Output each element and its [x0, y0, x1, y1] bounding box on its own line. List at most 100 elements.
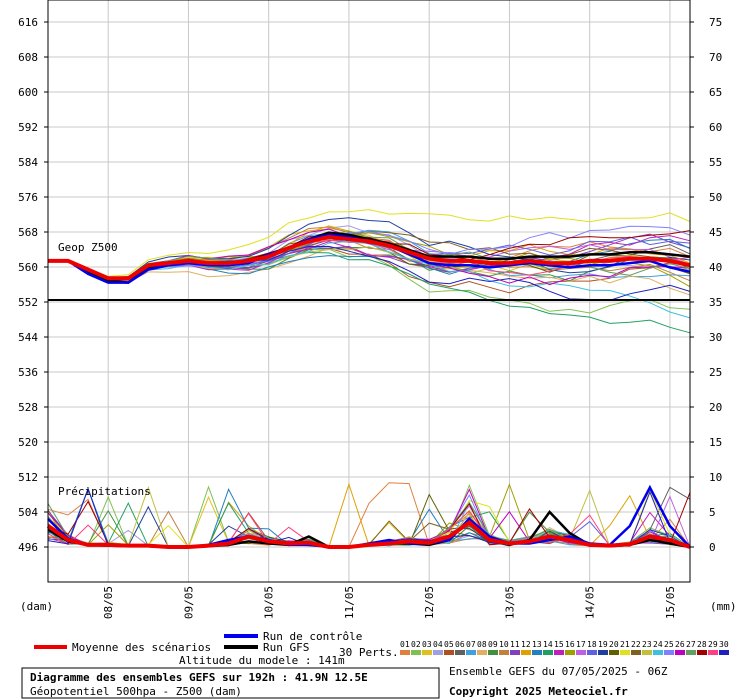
left-tick-label: 528	[18, 401, 38, 414]
perturbation-legend-swatch	[653, 650, 663, 655]
precip-label: Précipitations	[58, 485, 151, 498]
left-tick-label: 504	[18, 506, 38, 519]
perturbation-legend-id: 19	[598, 640, 608, 649]
perturbation-legend-id: 08	[477, 640, 487, 649]
perturbation-z500-line-21	[47, 209, 691, 277]
right-tick-label: 60	[709, 121, 722, 134]
perturbation-legend-id: 23	[642, 640, 652, 649]
left-tick-label: 568	[18, 226, 38, 239]
perturbation-legend-id: 07	[466, 640, 476, 649]
right-tick-label: 55	[709, 156, 722, 169]
left-tick-label: 608	[18, 51, 38, 64]
perturbation-legend-id: 02	[411, 640, 421, 649]
altitude-text: Altitude du modele : 141m	[179, 654, 345, 667]
x-tick-label: 10/05	[263, 586, 276, 619]
perturbation-legend-swatch	[708, 650, 718, 655]
right-unit-label: (mm)	[710, 600, 737, 613]
left-tick-label: 600	[18, 86, 38, 99]
mean-z500-line	[48, 234, 691, 281]
perturbation-legend-id: 09	[488, 640, 498, 649]
perturbation-legend-id: 26	[675, 640, 685, 649]
perturbation-legend-id: 01	[400, 640, 410, 649]
perturbation-legend-id: 15	[554, 640, 564, 649]
perturbation-legend-id: 06	[455, 640, 465, 649]
perturbation-legend-swatch	[521, 650, 531, 655]
perturbation-legend-swatch	[675, 650, 685, 655]
perturbation-legend-swatch	[598, 650, 608, 655]
right-tick-label: 35	[709, 296, 722, 309]
x-tick-label: 11/05	[343, 586, 356, 619]
chart-title: Diagramme des ensembles GEFS sur 192h : …	[30, 671, 368, 684]
right-tick-label: 10	[709, 471, 722, 484]
perturbation-legend-swatch	[411, 650, 421, 655]
perturbation-legend-swatch	[642, 650, 652, 655]
perturbation-legend-id: 27	[686, 640, 696, 649]
left-tick-label: 576	[18, 191, 38, 204]
right-tick-label: 5	[709, 506, 716, 519]
perturbation-legend-id: 04	[433, 640, 443, 649]
perturbation-legend-swatch	[664, 650, 674, 655]
x-tick-label: 08/05	[102, 586, 115, 619]
right-tick-label: 0	[709, 541, 716, 554]
perturbation-legend-id: 10	[499, 640, 509, 649]
perturbation-legend-id: 29	[708, 640, 718, 649]
perturbation-precip-line-27	[47, 502, 691, 548]
perturbation-legend-swatch	[499, 650, 509, 655]
left-tick-label: 584	[18, 156, 38, 169]
right-tick-label: 70	[709, 51, 722, 64]
plot-frame	[47, 0, 691, 583]
perturbation-legend-swatch	[543, 650, 553, 655]
perturbation-precip-line-14	[47, 501, 691, 548]
perturbation-legend-id: 24	[653, 640, 663, 649]
x-tick-label: 12/05	[423, 586, 436, 619]
left-tick-label: 496	[18, 541, 38, 554]
right-tick-label: 25	[709, 366, 722, 379]
main-series	[46, 231, 691, 549]
perturbation-legend-swatch	[609, 650, 619, 655]
mean-precip-line	[46, 519, 691, 549]
axes: 6166086005925845765685605525445365285205…	[18, 0, 722, 619]
perturbation-legend-id: 21	[620, 640, 630, 649]
perturbation-legend-swatch	[686, 650, 696, 655]
perturbation-legend-id: 30	[719, 640, 729, 649]
perturbation-legend-id: 17	[576, 640, 586, 649]
left-tick-label: 616	[18, 16, 38, 29]
left-tick-label: 512	[18, 471, 38, 484]
perturbation-legend-id: 11	[510, 640, 520, 649]
copyright: Copyright 2025 Meteociel.fr	[449, 685, 628, 698]
perturbation-legend-id: 16	[565, 640, 575, 649]
perturbation-legend-id: 28	[697, 640, 707, 649]
perturbation-z500-line-19	[48, 217, 691, 279]
perturbation-legend-swatch	[400, 650, 410, 655]
x-tick-label: 13/05	[503, 586, 516, 619]
right-tick-label: 65	[709, 86, 722, 99]
perturbation-legend-id: 12	[521, 640, 531, 649]
right-tick-label: 30	[709, 331, 722, 344]
right-tick-label: 40	[709, 261, 722, 274]
legend: 01 02 03 04 05 06 07 08 09 10 11 12 13 14 15 16 17 18 19 20…	[400, 640, 729, 655]
perturbation-legend-id: 25	[664, 640, 674, 649]
title-box	[21, 667, 440, 699]
left-tick-label: 544	[18, 331, 38, 344]
perturbation-legend-id: 14	[543, 640, 553, 649]
left-tick-label: 552	[18, 296, 38, 309]
perturbation-precip-line-24	[47, 501, 691, 548]
geop-label: Geop Z500	[58, 241, 118, 254]
perturbation-legend-swatch	[620, 650, 630, 655]
left-tick-label: 536	[18, 366, 38, 379]
right-tick-label: 75	[709, 16, 722, 29]
perturbation-legend-swatch	[466, 650, 476, 655]
legend-mean-label: Moyenne des scénarios	[72, 641, 211, 654]
chart-subtitle: Géopotentiel 500hpa - Z500 (dam)	[30, 685, 242, 698]
perturbation-legend-swatch	[565, 650, 575, 655]
left-tick-label: 560	[18, 261, 38, 274]
perturbation-legend-id: 22	[631, 640, 641, 649]
right-tick-label: 45	[709, 226, 722, 239]
perturbation-legend-swatch	[488, 650, 498, 655]
perturbation-legend-swatch	[554, 650, 564, 655]
perturbation-legend-swatch	[433, 650, 443, 655]
perturbation-legend-swatch	[455, 650, 465, 655]
perturbation-legend-swatch	[477, 650, 487, 655]
right-tick-label: 20	[709, 401, 722, 414]
